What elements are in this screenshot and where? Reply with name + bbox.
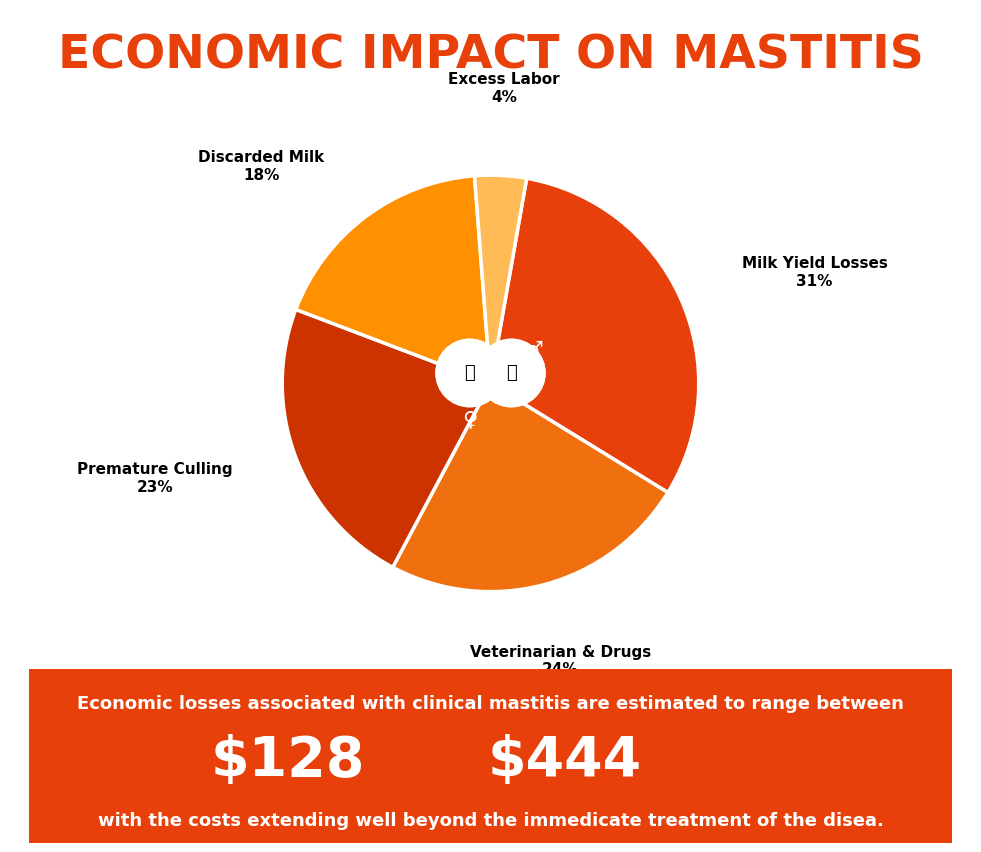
Circle shape <box>439 343 500 403</box>
FancyBboxPatch shape <box>2 664 979 849</box>
Text: Veterinarian & Drugs
24%: Veterinarian & Drugs 24% <box>470 645 651 677</box>
Text: 🌍: 🌍 <box>464 364 475 382</box>
Text: ♂: ♂ <box>525 341 543 360</box>
Text: Discarded Milk
18%: Discarded Milk 18% <box>198 151 324 183</box>
Wedge shape <box>490 178 698 492</box>
Wedge shape <box>475 176 527 383</box>
Wedge shape <box>283 309 490 567</box>
Text: ECONOMIC IMPACT ON MASTITIS: ECONOMIC IMPACT ON MASTITIS <box>58 34 923 78</box>
Wedge shape <box>392 383 668 591</box>
Text: Excess Labor
4%: Excess Labor 4% <box>448 72 560 105</box>
Circle shape <box>481 343 542 403</box>
Text: $444: $444 <box>488 734 642 788</box>
Text: ♀: ♀ <box>462 410 478 430</box>
Text: 🌏: 🌏 <box>506 364 517 382</box>
Circle shape <box>479 341 543 406</box>
Circle shape <box>438 341 502 406</box>
Text: with the costs extending well beyond the immedicate treatment of the disea.: with the costs extending well beyond the… <box>97 812 884 830</box>
Wedge shape <box>296 176 490 383</box>
Text: $128: $128 <box>210 734 365 788</box>
Text: Premature Culling
23%: Premature Culling 23% <box>77 463 232 495</box>
Text: Economic losses associated with clinical mastitis are estimated to range between: Economic losses associated with clinical… <box>77 694 904 713</box>
Text: Milk Yield Losses
31%: Milk Yield Losses 31% <box>742 256 888 289</box>
